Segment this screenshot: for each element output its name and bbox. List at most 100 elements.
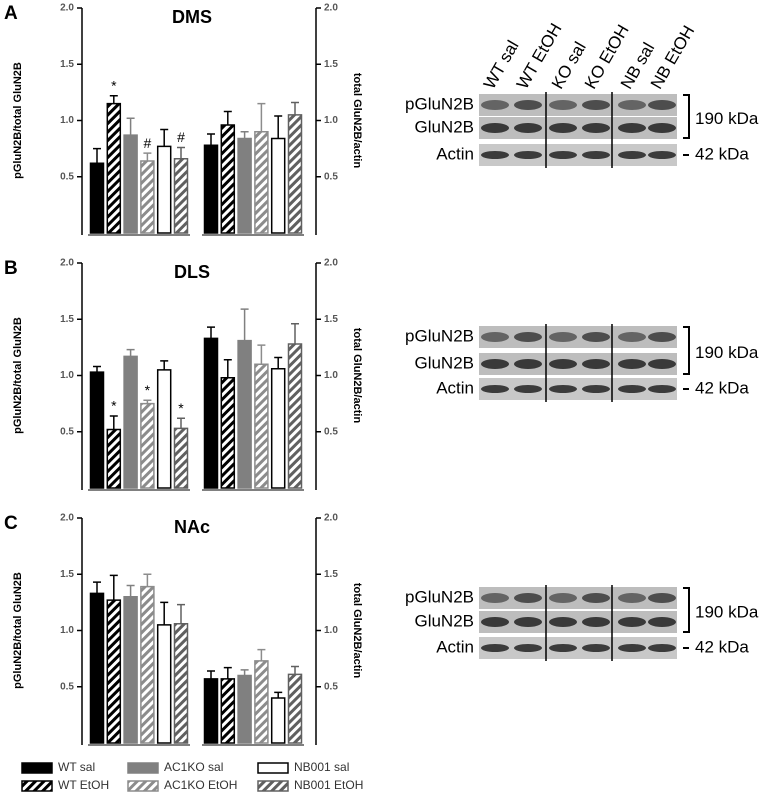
- blot-band: [648, 359, 676, 369]
- lane-label: NB EtOH: [647, 22, 698, 92]
- kda-label: 190 kDa: [695, 109, 759, 128]
- y-tick-label: 1.5: [60, 59, 74, 70]
- blot-band: [582, 617, 610, 627]
- blot-band: [549, 617, 577, 627]
- bar: [140, 585, 155, 744]
- y-tick-label: 2.0: [60, 3, 74, 14]
- bar: [287, 343, 303, 489]
- blot-strip: [479, 637, 677, 659]
- blot-band: [618, 385, 646, 393]
- blot-band: [481, 332, 509, 342]
- blot-band: [618, 100, 646, 110]
- blot-strip: [479, 587, 677, 609]
- legend-label: WT sal: [58, 760, 95, 774]
- kda-bracket: [683, 326, 690, 375]
- bar: [254, 131, 269, 234]
- blot-band: [582, 123, 610, 133]
- bar: [220, 124, 236, 234]
- y-tick-label: 0.5: [60, 681, 74, 692]
- bar: [203, 678, 219, 744]
- blot-strip: [479, 326, 677, 348]
- blot-band: [481, 100, 509, 110]
- y-tick-label: 1.0: [60, 115, 74, 126]
- blot-band: [648, 332, 676, 342]
- bar: [220, 377, 236, 489]
- bar: [106, 102, 122, 234]
- blot-band: [618, 359, 646, 369]
- y-tick-label: 0.5: [60, 171, 74, 182]
- blot-band: [514, 644, 542, 652]
- y-axis-label: total GluN2B/actin: [351, 73, 363, 169]
- bar: [237, 137, 252, 234]
- blot-band: [481, 123, 509, 133]
- blot-strip: [479, 94, 677, 116]
- panel-label: C: [4, 513, 18, 534]
- bar: [173, 158, 189, 234]
- blot-row-label: pGluN2B: [405, 94, 474, 113]
- y-tick-label: 2.0: [60, 258, 74, 269]
- blot-band: [514, 359, 542, 369]
- bar: [203, 337, 219, 489]
- blot-band: [648, 644, 676, 652]
- bar: [156, 145, 172, 234]
- legend-swatch: [127, 762, 159, 774]
- blot-band: [549, 100, 577, 110]
- bar: [220, 678, 236, 744]
- blot-band: [514, 123, 542, 133]
- blot-row-label: GluN2B: [414, 353, 474, 372]
- legend-label: NB001 sal: [294, 760, 349, 774]
- blot-band: [648, 123, 676, 133]
- significance-mark: #: [144, 135, 152, 151]
- blot-band: [514, 151, 542, 159]
- y-tick-label: 1.5: [324, 59, 338, 70]
- bar: [237, 339, 252, 489]
- y-tick-label: 0.5: [60, 426, 74, 437]
- y-tick-label: 0.5: [324, 171, 338, 182]
- blot-band: [618, 617, 646, 627]
- bar: [89, 371, 105, 489]
- legend-swatch: [21, 780, 53, 792]
- kda-label: 190 kDa: [695, 343, 759, 362]
- y-tick-label: 1.5: [324, 569, 338, 580]
- blot-band: [618, 123, 646, 133]
- blot-strip: [479, 144, 677, 166]
- blot-band: [549, 644, 577, 652]
- y-tick-label: 1.5: [60, 569, 74, 580]
- panel-label: A: [4, 3, 18, 24]
- blot-band: [618, 332, 646, 342]
- blot-band: [481, 151, 509, 159]
- y-tick-label: 0.5: [324, 681, 338, 692]
- blot-strip: [479, 117, 677, 139]
- kda-label: 190 kDa: [695, 602, 759, 621]
- bar: [106, 599, 122, 744]
- blot-band: [481, 593, 509, 603]
- y-axis-label: pGluN2B/total GluN2B: [12, 572, 24, 689]
- blot-strip: [479, 611, 677, 633]
- blot-band: [582, 385, 610, 393]
- y-tick-label: 2.0: [60, 513, 74, 524]
- bar: [140, 402, 155, 489]
- bar: [237, 674, 252, 744]
- bar: [254, 660, 269, 744]
- blot-band: [481, 617, 509, 627]
- blot-band: [648, 593, 676, 603]
- kda-label: 42 kDa: [695, 637, 749, 656]
- bar: [156, 369, 172, 489]
- panel-label: B: [4, 258, 18, 279]
- y-tick-label: 2.0: [324, 258, 338, 269]
- blot-band: [582, 593, 610, 603]
- kda-label: 42 kDa: [695, 144, 749, 163]
- blot-band: [618, 151, 646, 159]
- blot-band: [514, 593, 542, 603]
- y-tick-label: 1.5: [324, 314, 338, 325]
- y-tick-label: 1.5: [60, 314, 74, 325]
- blot-band: [618, 644, 646, 652]
- bar: [106, 428, 122, 489]
- legend-swatch: [127, 780, 159, 792]
- blot-band: [481, 359, 509, 369]
- blot-band: [582, 151, 610, 159]
- y-axis-label: pGluN2B/total GluN2B: [12, 62, 24, 179]
- significance-mark: *: [178, 400, 184, 416]
- chart-title: NAc: [174, 517, 210, 537]
- significance-mark: #: [177, 129, 185, 145]
